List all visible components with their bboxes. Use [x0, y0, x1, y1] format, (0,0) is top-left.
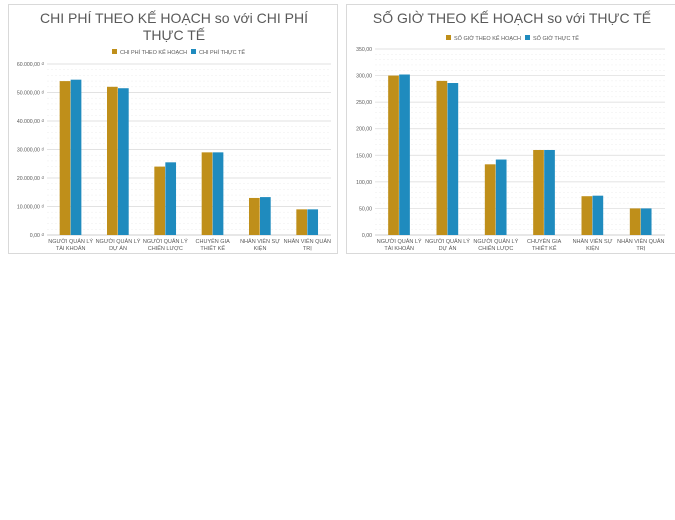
x-tick-label: NGƯỜI QUẢN LÝ [377, 238, 422, 245]
x-tick-label: CHUYÊN GIA [527, 237, 562, 245]
x-tick-label: KIỆN [254, 244, 267, 252]
x-tick-label: TÀI KHOẢN [56, 245, 86, 252]
y-tick-label: 10.000,00 ₫ [17, 205, 45, 211]
y-tick-label: 300,00 [356, 74, 372, 80]
y-tick-label: 350,00 [356, 47, 372, 53]
hours-chart-panel: SỐ GIỜ THEO KẾ HOẠCH so với THỰC TẾ SỐ GI… [346, 4, 675, 254]
x-tick-label: TÀI KHOẢN [384, 245, 414, 252]
x-tick-label: CHIẾN LƯỢC [478, 245, 513, 252]
y-tick-label: 20.000,00 ₫ [17, 176, 45, 182]
bar [70, 79, 82, 235]
x-tick-label: CHUYÊN GIA [196, 237, 231, 245]
x-tick-label: DỰ ÁN [439, 245, 457, 252]
x-tick-label: NGƯỜI QUẢN LÝ [473, 238, 518, 245]
y-tick-label: 250,00 [356, 100, 372, 106]
bar [447, 83, 459, 235]
x-tick-label: KIỆN [586, 244, 599, 252]
bar [399, 74, 410, 235]
bar [118, 88, 129, 235]
bar [544, 149, 555, 235]
bar [260, 197, 271, 235]
legend-label: CHI PHÍ THEO KẾ HOẠCH [120, 49, 187, 56]
legend-label: SỐ GIỜ THỰC TẾ [533, 35, 579, 42]
y-tick-label: 30.000,00 ₫ [17, 148, 45, 154]
y-tick-label: 50,00 [359, 206, 372, 212]
y-tick-label: 40.000,00 ₫ [17, 119, 45, 125]
bar [212, 152, 224, 235]
cost-chart-panel: CHI PHÍ THEO KẾ HOẠCH so với CHI PHÍ THỰC… [8, 4, 338, 254]
legend-swatch [525, 35, 530, 40]
x-tick-label: NHÂN VIÊN SỰ [240, 237, 280, 245]
bar [307, 209, 319, 235]
bar [296, 209, 308, 235]
bar [495, 159, 507, 235]
chart-title-line: CHI PHÍ THEO KẾ HOẠCH so với CHI PHÍ [40, 10, 308, 26]
x-tick-label: TRỊ [636, 246, 645, 252]
x-tick-label: DỰ ÁN [109, 245, 127, 252]
x-tick-label: NGƯỜI QUẢN LÝ [425, 238, 470, 245]
bar [640, 208, 652, 235]
y-tick-label: 60.000,00 ₫ [17, 62, 45, 68]
x-tick-label: THIẾT KẾ [200, 245, 225, 252]
legend-swatch [446, 35, 451, 40]
hours-chart: SỐ GIỜ THEO KẾ HOẠCH so với THỰC TẾ SỐ GI… [356, 9, 665, 252]
legend-swatch [112, 49, 117, 54]
legend-swatch [191, 49, 196, 54]
chart-title-line: SỐ GIỜ THEO KẾ HOẠCH so với THỰC TẾ [373, 9, 651, 26]
bar [629, 208, 641, 235]
bar [592, 195, 604, 235]
y-tick-label: 100,00 [356, 180, 372, 186]
x-tick-label: NHÂN VIÊN QUẢN [617, 237, 664, 245]
bar [436, 80, 448, 235]
y-tick-label: 200,00 [356, 127, 372, 133]
bar [388, 75, 399, 235]
y-tick-label: 150,00 [356, 153, 372, 159]
x-tick-label: NHÂN VIÊN QUẢN [284, 237, 331, 245]
bar [154, 166, 166, 235]
bar [59, 81, 71, 235]
legend-label: SỐ GIỜ THEO KẾ HOẠCH [454, 35, 521, 42]
x-tick-label: THIẾT KẾ [532, 245, 557, 252]
bar [201, 152, 213, 235]
bar [581, 196, 593, 235]
legend-label: CHI PHÍ THỰC TẾ [199, 49, 245, 56]
y-tick-label: 0,00 ₫ [30, 233, 45, 239]
x-tick-label: NGƯỜI QUẢN LÝ [96, 238, 141, 245]
x-tick-label: TRỊ [303, 246, 312, 252]
bar [484, 164, 496, 235]
bar [107, 86, 118, 235]
bar [165, 162, 177, 235]
x-tick-label: NHÂN VIÊN SỰ [573, 237, 613, 245]
x-tick-label: NGƯỜI QUẢN LÝ [48, 238, 93, 245]
x-tick-label: NGƯỜI QUẢN LÝ [143, 238, 188, 245]
chart-title-line: THỰC TẾ [143, 27, 205, 43]
x-tick-label: CHIẾN LƯỢC [148, 245, 183, 252]
y-tick-label: 50.000,00 ₫ [17, 91, 45, 97]
bar [249, 197, 260, 235]
cost-chart: CHI PHÍ THEO KẾ HOẠCH so với CHI PHÍTHỰC… [17, 10, 331, 252]
y-tick-label: 0,00 [362, 233, 372, 239]
bar [533, 149, 544, 235]
